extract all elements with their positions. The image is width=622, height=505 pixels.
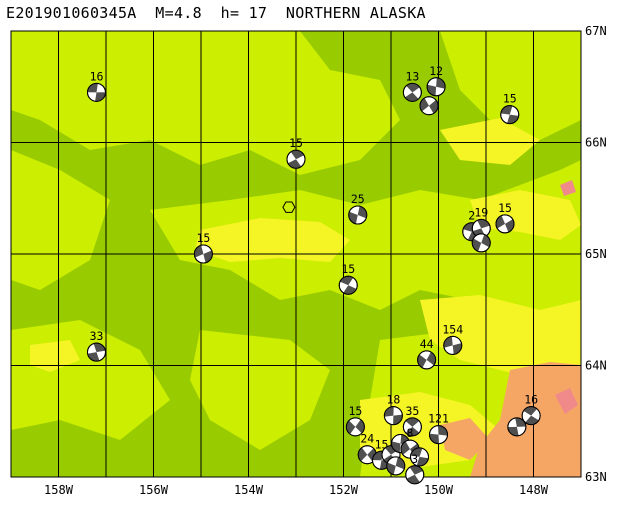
marker-layer (282, 201, 296, 213)
longitude-label: 148W (519, 483, 549, 497)
depth-label: 13 (405, 69, 419, 83)
longitude-label: 156W (139, 483, 169, 497)
depth-label: 2 (468, 209, 475, 223)
focal-mechanism-icon: 19 (471, 205, 491, 238)
axis-labels: 158W 156W 154W 152W 150W 148W 67N 66N 65N 64N 63N (44, 24, 607, 497)
graticule (11, 31, 581, 477)
focal-mechanism-icon: 3 (405, 452, 425, 485)
depth-label: 15 (348, 404, 362, 418)
latitude-label: 63N (585, 470, 607, 484)
longitude-label: 158W (44, 483, 74, 497)
focal-mechanism-icon: 44 (417, 337, 437, 370)
focal-mechanism-icon (419, 96, 439, 116)
map-frame (10, 30, 582, 478)
midland-terrain (440, 31, 581, 140)
upland-terrain (195, 218, 350, 262)
focal-mechanism-icon: 13 (402, 69, 422, 102)
depth-label: 33 (90, 329, 104, 343)
peak-terrain (555, 388, 578, 414)
depth-label: 16 (524, 393, 538, 407)
focal-mechanism-icon: 24 (357, 432, 377, 465)
hexagon-icon (282, 201, 296, 213)
depth-label: 12 (429, 64, 443, 78)
focal-mechanism-icon (507, 417, 527, 437)
focal-mechanism-icon: 15 (500, 92, 520, 125)
focal-mechanism-icon: 15 (345, 404, 365, 437)
depth-label: 15 (196, 231, 210, 245)
depth-label: 15 (289, 136, 303, 150)
upland-terrain (30, 340, 80, 372)
depth-label: 154 (442, 322, 463, 336)
focal-mechanism-icon: 16 (521, 393, 541, 426)
focal-mechanism-icon (410, 447, 429, 467)
depth-label: 3 (411, 452, 418, 466)
longitude-label: 154W (234, 483, 264, 497)
focal-mechanism-icon: 25 (348, 192, 368, 225)
latitude-label: 66N (585, 136, 607, 150)
depth-label: 24 (360, 432, 374, 446)
depth-label: 44 (420, 337, 434, 351)
focal-mechanism-icon: 15 (286, 136, 306, 169)
focal-mechanism-icon (471, 233, 491, 253)
upland-terrain (420, 295, 581, 375)
depth-label: 121 (428, 412, 449, 426)
latitude-label: 65N (585, 247, 607, 261)
focal-mechanism-icon: 33 (87, 329, 106, 362)
mountain-terrain (440, 418, 490, 460)
depth-label: 15 (503, 92, 517, 106)
midland-terrain (190, 330, 330, 450)
map-title: E201901060345A M=4.8 h= 17 NORTHERN ALAS… (6, 4, 426, 22)
focal-mechanism-icon: 15 (338, 262, 358, 295)
midland-terrain (11, 150, 110, 290)
latitude-label: 64N (585, 359, 607, 373)
depth-label: 18 (386, 393, 400, 407)
depth-label: 19 (474, 205, 488, 219)
longitude-label: 152W (329, 483, 359, 497)
focal-mechanism-icon: 18 (383, 393, 403, 426)
depth-label: 15 (498, 201, 512, 215)
focal-mechanism-icon: 12 (426, 64, 446, 97)
focal-mechanism-icon: 121 (428, 412, 449, 445)
depth-label: 15 (341, 262, 355, 276)
longitude-label: 150W (424, 483, 454, 497)
latitude-label: 67N (585, 24, 607, 38)
focal-mechanism-icon: 35 (402, 404, 422, 437)
focal-mechanism-icon: 154 (442, 322, 463, 355)
upland-terrain (440, 118, 540, 165)
focal-mechanism-icon: 15 (495, 201, 515, 234)
focal-mechanism-icon (386, 456, 406, 476)
event-layer: 16 13 12 15 15 25 15 2 19 15 15 33 44 154 16 15 18 35 121 2… (87, 64, 541, 485)
depth-label: 16 (90, 69, 104, 83)
midland-terrain (11, 31, 400, 175)
depth-label: 8 (407, 426, 414, 440)
peak-terrain (560, 180, 576, 196)
focal-mechanism-icon: 16 (87, 69, 106, 102)
depth-label: 25 (351, 192, 365, 206)
focal-mechanism-icon: 15 (193, 231, 213, 264)
depth-label: 35 (405, 404, 419, 418)
